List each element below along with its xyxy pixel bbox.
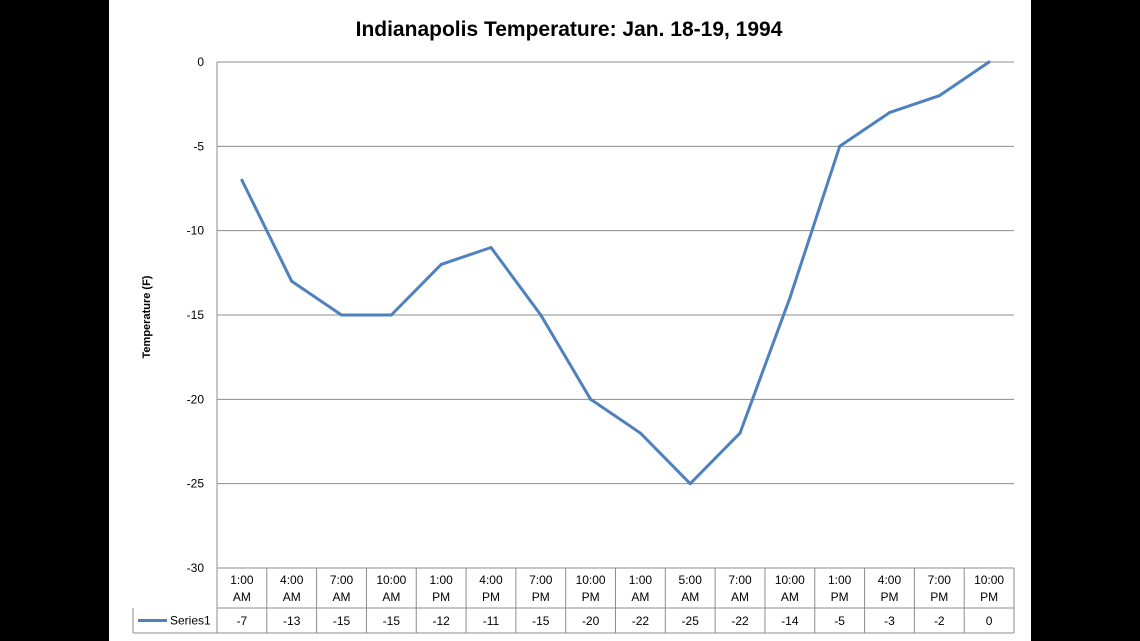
data-point [439,262,443,266]
data-point [738,431,742,435]
x-category-label: AM [333,590,351,604]
x-category-label: AM [731,590,749,604]
y-tick-label: -30 [187,561,205,575]
data-point [340,313,344,317]
data-point [838,144,842,148]
x-category-label: 5:00 [679,573,703,587]
gridlines [216,61,1014,569]
y-tick-label: -5 [193,139,204,153]
y-tick-label: -15 [187,308,205,322]
x-category-label: 7:00 [928,573,952,587]
table-value-cell: 0 [986,614,993,628]
data-table: 1:00 AM 4:00 AM 7:00 AM 10:00 AM 1:00 PM 4:00 PM 7:0… [132,567,1015,634]
y-tick-label: -25 [187,477,205,491]
x-category-label: AM [233,590,251,604]
x-category-label: 7:00 [529,573,553,587]
x-category-label: PM [432,590,450,604]
data-point [489,246,493,250]
data-point [240,178,244,182]
x-category-label: 1:00 [828,573,852,587]
x-category-label: PM [980,590,998,604]
data-point [290,279,294,283]
x-category-label: AM [631,590,649,604]
x-category-label: 7:00 [728,573,752,587]
table-value-cell: -25 [682,614,700,628]
y-tick-labels: 0 -5 -10 -15 -20 -25 -30 [187,55,205,575]
table-value-cell: -11 [483,614,500,628]
y-tick-label: -10 [187,224,205,238]
data-point [638,431,642,435]
data-point [688,482,692,486]
table-value-cell: -22 [632,614,650,628]
table-value-cell: -5 [834,614,845,628]
data-point [589,397,593,401]
x-category-label: 4:00 [280,573,304,587]
y-axis-label: Temperature (F) [141,275,153,358]
table-value-cell: -12 [432,614,450,628]
x-category-label: 10:00 [576,573,606,587]
series-line [240,60,990,486]
table-value-cell: -13 [283,614,301,628]
y-tick-label: 0 [197,55,204,69]
x-category-label: 10:00 [376,573,406,587]
x-category-label: PM [930,590,948,604]
table-value-cell: -3 [884,614,895,628]
table-value-cell: -15 [333,614,351,628]
x-category-label: 4:00 [479,573,503,587]
x-category-label: AM [681,590,699,604]
x-category-label: PM [482,590,500,604]
data-point [539,313,543,317]
data-point [788,296,792,300]
x-category-label: 4:00 [878,573,902,587]
table-value-cell: -2 [934,614,945,628]
slide [109,0,1031,641]
x-category-label: AM [781,590,799,604]
legend-series-name: Series1 [170,614,211,628]
table-value-cell: -7 [237,614,248,628]
x-category-label: 7:00 [330,573,354,587]
y-tick-label: -20 [187,392,205,406]
data-point [887,111,891,115]
x-category-label: 10:00 [974,573,1004,587]
x-category-label: 1:00 [429,573,453,587]
x-category-label: PM [582,590,600,604]
table-value-cell: -22 [731,614,749,628]
x-category-label: 1:00 [629,573,653,587]
table-value-cell: -15 [532,614,550,628]
x-category-label: PM [880,590,898,604]
table-value-cell: -20 [582,614,600,628]
x-category-label: AM [382,590,400,604]
series-lines [240,60,991,486]
data-point [987,60,991,64]
table-value-cell: -15 [383,614,401,628]
data-point [389,313,393,317]
x-category-label: PM [532,590,550,604]
data-point [937,94,941,98]
x-category-label: 10:00 [775,573,805,587]
table-value-cell: -14 [781,614,799,628]
x-category-label: PM [831,590,849,604]
x-category-label: 1:00 [230,573,254,587]
x-category-label: AM [283,590,301,604]
chart-title: Indianapolis Temperature: Jan. 18-19, 19… [356,18,783,41]
